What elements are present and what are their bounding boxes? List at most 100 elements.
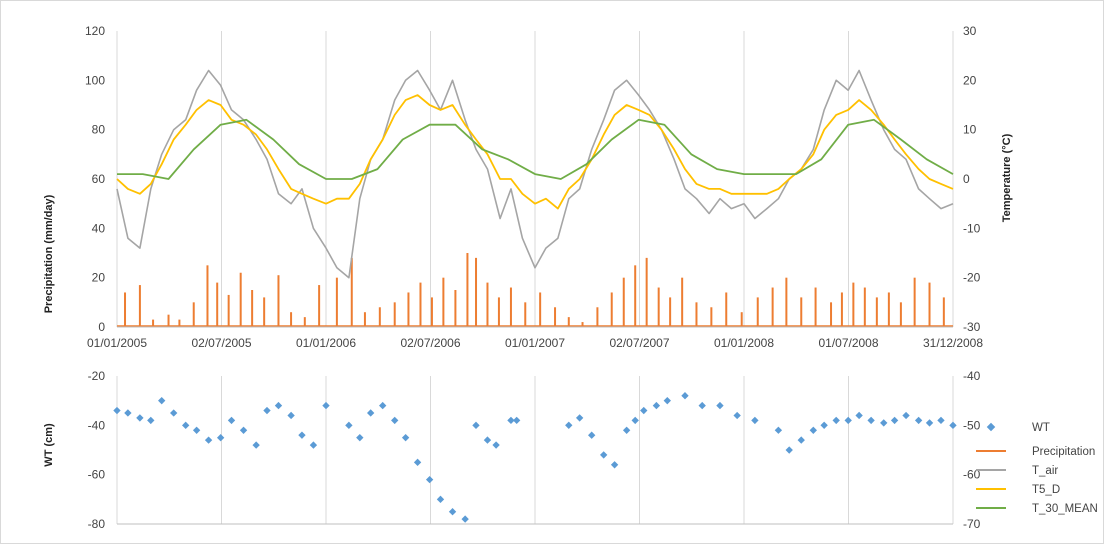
temperature-y-tick-label: -10 xyxy=(963,221,981,235)
wt-point xyxy=(663,396,671,405)
legend-label-precipitation: Precipitation xyxy=(1032,446,1095,458)
wt-point xyxy=(610,461,619,469)
wt-point xyxy=(880,419,888,427)
wt-point xyxy=(461,515,469,523)
x-tick-label: 01/01/2008 xyxy=(714,336,774,350)
bottom-right-y-tick-label: -50 xyxy=(963,418,981,432)
x-tick-label: 01/07/2008 xyxy=(818,336,878,350)
bottom-plot-axes: -80 -60 -40 -20 -70 -60 -50 -40 xyxy=(88,369,981,531)
wt-point xyxy=(681,392,689,400)
wt-point xyxy=(809,426,817,434)
legend-item-t-30-mean: T_30_MEAN xyxy=(976,503,1098,515)
legend-label-t-30-mean: T_30_MEAN xyxy=(1032,503,1098,515)
legend-label-wt: WT xyxy=(1032,422,1050,434)
wt-point xyxy=(844,416,852,425)
wt-y-tick-label: -40 xyxy=(88,418,106,432)
top-plot-axes: 01/01/2005 02/07/2005 01/01/2006 02/07/2006… xyxy=(85,24,983,350)
precip-y-tick-label: 0 xyxy=(98,320,105,334)
x-tick-label: 01/01/2005 xyxy=(87,336,147,350)
wt-point xyxy=(698,401,706,410)
wt-point xyxy=(227,416,236,425)
x-tick-label: 02/07/2007 xyxy=(609,336,669,350)
wt-point xyxy=(797,436,805,444)
wt-point xyxy=(914,416,923,425)
wt-point xyxy=(785,446,793,454)
wt-point xyxy=(345,421,353,430)
precip-y-tick-label: 40 xyxy=(92,221,106,235)
wt-point xyxy=(413,458,422,467)
t-30-mean-line xyxy=(117,118,954,180)
t-air-line xyxy=(116,69,954,279)
legend-label-t-air: T_air xyxy=(1032,465,1058,477)
legend-label-t5-d: T5_D xyxy=(1032,484,1060,496)
wt-point xyxy=(867,416,875,425)
temperature-axis-title: Temperature (°C) xyxy=(1001,133,1013,222)
wt-points xyxy=(113,392,957,523)
x-tick-label: 31/12/2008 xyxy=(923,336,983,350)
wt-point xyxy=(588,431,596,439)
wt-point xyxy=(716,401,724,410)
wt-point xyxy=(507,416,515,425)
wt-point xyxy=(640,406,648,415)
bottom-plot-grid xyxy=(116,376,954,524)
wt-point xyxy=(937,416,945,425)
bottom-right-y-tick-label: -40 xyxy=(963,369,981,383)
temperature-y-tick-label: -20 xyxy=(963,271,981,285)
wt-axis-title: WT (cm) xyxy=(43,423,55,467)
precipitation-axis-title: Precipitation (mm/day) xyxy=(43,194,55,313)
x-tick-label: 02/07/2005 xyxy=(191,336,251,350)
wt-point xyxy=(472,421,480,430)
wt-point xyxy=(356,433,364,442)
wt-point xyxy=(287,411,295,420)
legend-item-precipitation: Precipitation xyxy=(976,446,1095,458)
wt-point xyxy=(751,416,759,425)
top-plot-grid xyxy=(116,31,954,327)
wt-point xyxy=(252,441,260,449)
wt-point xyxy=(192,426,201,434)
legend-item-t5-d: T5_D xyxy=(976,484,1060,496)
temperature-y-tick-label: 10 xyxy=(963,123,977,137)
wt-point xyxy=(136,414,144,422)
wt-point xyxy=(366,409,375,417)
wt-point xyxy=(832,416,840,425)
wt-point xyxy=(492,441,500,449)
temperature-y-tick-label: 30 xyxy=(963,24,977,38)
wt-y-tick-label: -20 xyxy=(88,369,106,383)
temperature-lines xyxy=(116,69,954,279)
precip-y-tick-label: 80 xyxy=(92,123,106,137)
x-tick-label: 01/01/2006 xyxy=(296,336,356,350)
wt-y-tick-label: -60 xyxy=(88,468,106,482)
x-tick-label: 02/07/2006 xyxy=(400,336,460,350)
wt-point xyxy=(298,431,306,439)
legend: WT Precipitation T_air T5_D T_30_MEAN xyxy=(976,422,1098,515)
wt-point xyxy=(309,441,318,449)
wt-point xyxy=(147,416,155,425)
wt-point xyxy=(448,508,457,516)
wt-point xyxy=(622,426,631,434)
temperature-y-tick-label: 20 xyxy=(963,73,977,87)
wt-point xyxy=(631,416,639,425)
wt-point xyxy=(274,401,283,410)
x-tick-label: 01/01/2007 xyxy=(505,336,565,350)
bottom-right-y-tick-label: -70 xyxy=(963,517,981,531)
wt-point xyxy=(575,414,584,422)
temperature-y-tick-label: 0 xyxy=(963,172,970,186)
precipitation-columns xyxy=(117,253,953,327)
precip-y-tick-label: 100 xyxy=(85,73,105,87)
temperature-y-tick-label: -30 xyxy=(963,320,981,334)
wt-point xyxy=(401,433,410,442)
wt-point xyxy=(263,406,271,415)
wt-point xyxy=(322,401,330,410)
wt-point xyxy=(890,416,899,425)
wt-y-tick-label: -80 xyxy=(88,517,106,531)
wt-point xyxy=(239,426,248,434)
wt-point xyxy=(925,419,934,427)
precip-y-tick-label: 20 xyxy=(92,271,106,285)
wt-point xyxy=(113,406,121,415)
precip-y-tick-label: 60 xyxy=(92,172,106,186)
wt-point xyxy=(425,475,434,484)
t5-d-line xyxy=(116,94,954,210)
